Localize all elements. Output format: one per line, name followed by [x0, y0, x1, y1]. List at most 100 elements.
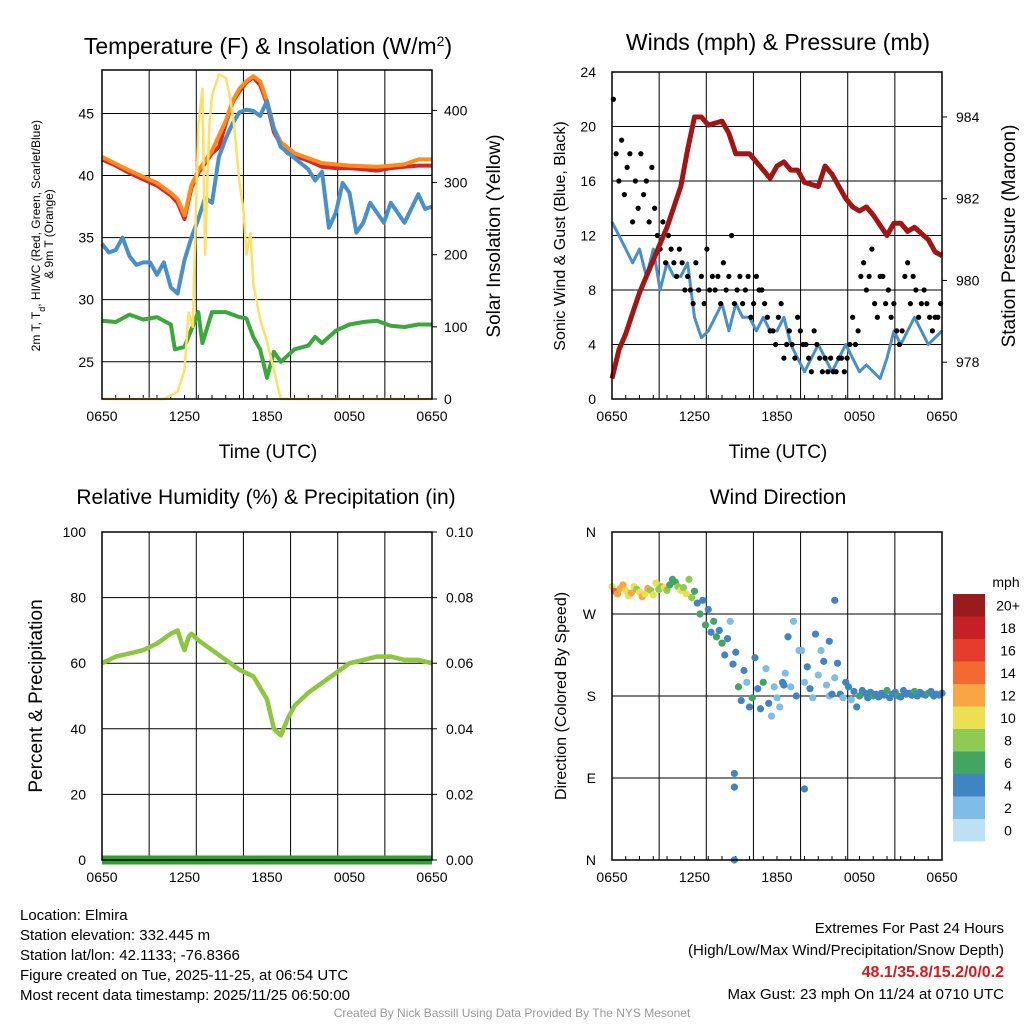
direction-point [712, 633, 721, 641]
station-elevation: Station elevation: 332.445 m [20, 927, 211, 944]
legend-label: 16 [1000, 642, 1016, 658]
gust-point [613, 151, 619, 157]
insolation-y-label: Solar Insolation (Yellow) [484, 134, 505, 337]
direction-point [839, 694, 847, 702]
gust-point [814, 341, 820, 348]
direction-point [704, 605, 712, 614]
direction-point [652, 579, 660, 587]
gust-point [806, 355, 812, 361]
gust-point [698, 273, 704, 279]
extremes-subtitle: (High/Low/Max Wind/Precipitation/Snow De… [688, 942, 1004, 959]
direction-point [696, 610, 704, 618]
y-tick-label: 20 [580, 119, 596, 135]
temperature-panel: Temperature (F) & Insolation (W/m2) Time… [29, 33, 505, 463]
gust-point [679, 260, 685, 266]
x-tick-label: 0650 [416, 869, 447, 885]
gust-point [624, 164, 630, 170]
direction-point [831, 674, 839, 682]
direction-point [800, 785, 809, 793]
gust-point [745, 273, 751, 279]
direction-point [743, 678, 751, 686]
direction-point [811, 630, 820, 638]
y-right-tick-label: 100 [444, 319, 468, 335]
gust-point [742, 287, 748, 293]
y-tick-label: 0 [588, 391, 596, 407]
legend-label: 12 [1000, 687, 1016, 703]
direction-point [756, 705, 765, 713]
y-tick-label: 60 [70, 655, 86, 671]
direction-point [754, 685, 762, 693]
x-tick-label: 0650 [926, 869, 957, 885]
humidity-y-label: Percent & Precipitation [26, 599, 47, 792]
direction-point [707, 628, 715, 636]
y-right-tick-label: 0.10 [446, 524, 473, 540]
legend-label: 14 [1000, 665, 1016, 681]
gust-point [910, 273, 916, 279]
gust-point [685, 273, 691, 279]
gust-point [839, 355, 845, 361]
y-tick-label: E [587, 770, 596, 786]
direction-point [822, 681, 831, 689]
direction-point [759, 678, 767, 686]
gust-point [627, 151, 633, 157]
direction-point [748, 694, 756, 702]
direction-point [806, 685, 814, 693]
wind-x-label: Time (UTC) [729, 442, 828, 463]
direction-point [809, 694, 817, 702]
legend-label: 4 [1004, 777, 1012, 793]
gust-point [682, 287, 688, 293]
gust-point [748, 314, 754, 320]
x-tick-label: 0650 [86, 408, 117, 424]
gust-point [762, 301, 768, 307]
gust-point [770, 328, 776, 334]
gust-point [646, 219, 652, 225]
legend-swatch [953, 594, 985, 617]
recent-timestamp: Most recent data timestamp: 2025/11/25 0… [20, 987, 350, 1004]
direction-point [663, 586, 671, 594]
gust-point [630, 219, 636, 225]
gust-point [734, 287, 740, 293]
x-tick-label: 1850 [251, 869, 282, 885]
gust-point [825, 369, 831, 375]
direction-point [723, 635, 732, 643]
gust-point [674, 273, 680, 279]
gust-point [712, 287, 718, 293]
gust-point [808, 369, 814, 375]
legend-swatch [953, 751, 985, 774]
gust-point [638, 151, 644, 157]
direction-point [730, 769, 738, 778]
y-tick-label: N [586, 852, 596, 868]
gust-point [918, 301, 924, 307]
direction-point [800, 678, 809, 686]
series-solar-insolation [102, 73, 432, 401]
gust-point [654, 232, 660, 239]
gust-point [715, 273, 721, 279]
gust-point [817, 355, 823, 361]
plot-frame [611, 71, 943, 400]
direction-point [701, 621, 710, 629]
gust-point [822, 355, 828, 361]
plot-frame [611, 531, 943, 861]
direction-point [726, 617, 734, 625]
gust-point [819, 369, 825, 375]
gust-point [850, 314, 856, 320]
gust-point [641, 192, 647, 198]
direction-point [745, 703, 754, 711]
direction-point [627, 589, 635, 597]
temperature-y-label: 2m T, Td, HI/WC (Red, Green, Scarlet/Blu… [29, 117, 56, 352]
gust-point [847, 341, 853, 348]
direction-point [820, 657, 828, 665]
gust-point [927, 314, 933, 320]
gust-point [718, 301, 724, 307]
direction-point [622, 586, 630, 594]
gust-point [883, 301, 889, 307]
speed-legend-title: mph [992, 574, 1019, 590]
x-tick-label: 1850 [761, 869, 792, 885]
direction-point [734, 683, 743, 691]
direction-point [730, 783, 738, 791]
gust-point [778, 301, 784, 307]
y-right-tick-label: 0.02 [446, 786, 473, 802]
credit-line: Created By Nick Bassill Using Data Provi… [333, 1006, 691, 1020]
y-tick-label: 25 [78, 354, 94, 370]
direction-point [781, 669, 789, 677]
